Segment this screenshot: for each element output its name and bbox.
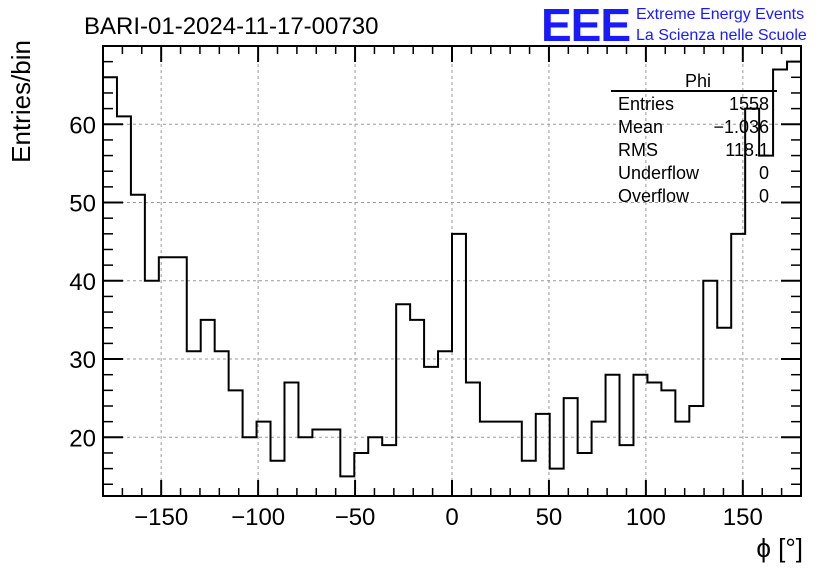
x-tick-label: 50	[536, 504, 563, 531]
stats-title: Phi	[685, 71, 711, 91]
stats-row-label: Overflow	[618, 186, 690, 206]
x-tick-label: 0	[445, 504, 458, 531]
y-tick-label: 50	[69, 191, 96, 218]
y-axis-title: Entries/bin	[6, 40, 36, 163]
axis-ticks: −150 −100 −50 0 50 100 150 20 30 40 50 60	[69, 46, 802, 531]
stats-box: Phi Entries 1558 Mean −1.036 RMS 118.1 Underflo…	[611, 71, 777, 206]
stats-row-label: Mean	[618, 117, 663, 137]
stats-row-value: 1558	[729, 94, 769, 114]
chart-title: BARI-01-2024-11-17-00730	[84, 13, 378, 40]
x-tick-label: 100	[626, 504, 666, 531]
eee-logo-line1: Extreme Energy Events	[636, 6, 804, 23]
stats-row-label: Entries	[618, 94, 674, 114]
x-tick-label: 150	[723, 504, 763, 531]
y-tick-label: 20	[69, 425, 96, 452]
stats-row-label: Underflow	[618, 163, 700, 183]
y-tick-label: 30	[69, 347, 96, 374]
x-tick-label: −100	[231, 504, 285, 531]
stats-row-value: 0	[759, 163, 769, 183]
x-tick-label: −150	[134, 504, 188, 531]
y-tick-label: 40	[69, 269, 96, 296]
stats-row-label: RMS	[618, 140, 658, 160]
x-tick-label: −50	[335, 504, 376, 531]
eee-logo-mark: EEE	[541, 0, 630, 51]
stats-row-value: 118.1	[725, 140, 769, 160]
stats-row-value: −1.036	[713, 117, 769, 137]
eee-logo-line2: La Scienza nelle Scuole	[636, 27, 807, 44]
x-axis-title: ϕ [°]	[756, 533, 803, 563]
eee-logo: EEE Extreme Energy Events La Scienza nel…	[541, 0, 807, 51]
y-tick-label: 60	[69, 112, 96, 139]
histogram-outline	[103, 60, 801, 478]
stats-row-value: 0	[759, 186, 769, 206]
